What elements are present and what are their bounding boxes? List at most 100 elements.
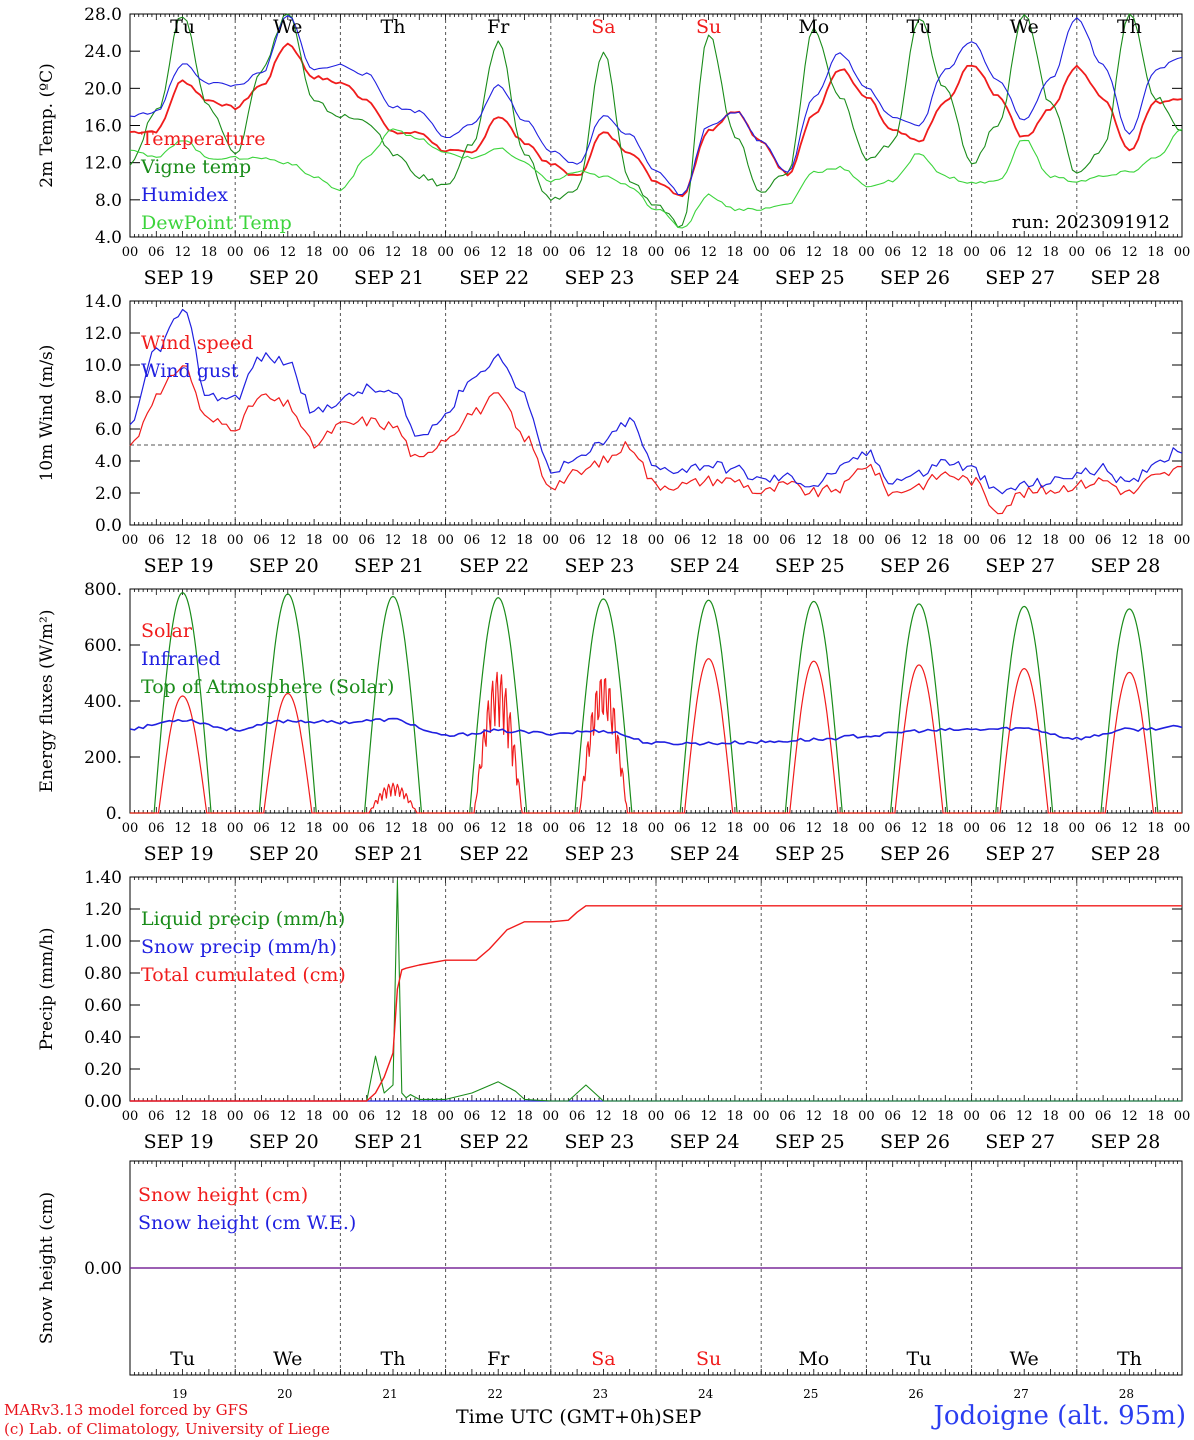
model-credit: MARv3.13 model forced by GFS (4, 1401, 249, 1419)
panel-4-hour-label: 12 (595, 1109, 612, 1124)
panel-4-date-label: SEP 24 (670, 1131, 740, 1153)
panel-1-hour-label: 12 (280, 245, 297, 260)
panel-4-y-tick-label: 0.60 (84, 996, 122, 1016)
panel-4-hour-label: 12 (174, 1109, 191, 1124)
panel-2-date-label: SEP 28 (1090, 555, 1160, 577)
temp-weekday-label: Th (1117, 16, 1142, 38)
wind-series-2 (129, 308, 1183, 495)
panel-2-hour-label: 18 (1147, 533, 1164, 548)
panel-2-hour-label: 06 (779, 533, 796, 548)
panel-1-date-label: SEP 28 (1090, 267, 1160, 289)
panel-4-y-tick-label: 0.40 (84, 1028, 122, 1048)
panel-1-hour-label: 00 (753, 245, 770, 260)
panel-2-hour-label: 00 (122, 533, 139, 548)
panel-4-hour-label: 18 (727, 1109, 744, 1124)
day-number-label: 21 (382, 1387, 397, 1400)
panel-1-date-label: SEP 19 (144, 267, 214, 289)
panel-3-hour-label: 06 (464, 821, 481, 836)
panel-1-hour-label: 18 (937, 245, 954, 260)
panel-2-hour-label: 12 (700, 533, 717, 548)
panel-4-hour-label: 00 (227, 1109, 244, 1124)
panel-1-hour-label: 12 (1121, 245, 1138, 260)
panel-4-date-label: SEP 26 (880, 1131, 950, 1153)
panel-3-hour-label: 18 (727, 821, 744, 836)
panel-3-hour-label: 00 (332, 821, 349, 836)
run-label: run: 2023091912 (1012, 212, 1170, 233)
panel-3-y-tick-label: 200. (84, 748, 122, 768)
panel-3-hour-label: 06 (884, 821, 901, 836)
panel-2-hour-label: 12 (1016, 533, 1033, 548)
panel-4-hour-label: 12 (385, 1109, 402, 1124)
panel-1-hour-label: 12 (700, 245, 717, 260)
panel-2-hour-label: 06 (148, 533, 165, 548)
panel-1-hour-label: 18 (306, 245, 323, 260)
panel-2-hour-label: 12 (1121, 533, 1138, 548)
panel-4-hour-label: 12 (911, 1109, 928, 1124)
snow-legend-1: Snow height (cm) (138, 1184, 308, 1206)
panel-2-y-tick-label: 10.0 (84, 356, 122, 376)
panel-2-hour-label: 06 (569, 533, 586, 548)
panel-1-hour-label: 06 (779, 245, 796, 260)
panel-1-hour-label: 06 (990, 245, 1007, 260)
day-number-label: 27 (1014, 1387, 1029, 1400)
panel-1-hour-label: 06 (253, 245, 270, 260)
panel-4-y-tick-label: 0.80 (84, 964, 122, 984)
panel-3-hour-label: 06 (148, 821, 165, 836)
panel-4-hour-label: 00 (122, 1109, 139, 1124)
panel-2-hour-label: 06 (990, 533, 1007, 548)
panel-3-hour-label: 06 (569, 821, 586, 836)
panel-1-hour-label: 06 (358, 245, 375, 260)
panel-3-hour-label: 00 (543, 821, 560, 836)
precip-series-1 (130, 879, 1182, 1102)
panel-3-hour-label: 18 (516, 821, 533, 836)
panel-2-y-tick-label: 2.0 (95, 484, 122, 504)
panel-1-hour-label: 12 (806, 245, 823, 260)
day-number-label: 26 (908, 1387, 923, 1400)
panel-2-hour-label: 00 (227, 533, 244, 548)
panel-1-y-tick-label: 12.0 (84, 154, 122, 174)
panel-2-hour-label: 00 (1069, 533, 1086, 548)
snow-weekday-label: Fr (487, 1348, 510, 1370)
day-number-label: 24 (698, 1387, 714, 1400)
temp-legend-2: Vigne temp (140, 156, 251, 178)
panel-2-hour-label: 06 (464, 533, 481, 548)
panel-3-hour-label: 18 (621, 821, 638, 836)
panel-3-date-label: SEP 23 (564, 843, 634, 865)
panel-1-date-label: SEP 20 (249, 267, 319, 289)
panel-1-hour-label: 00 (963, 245, 980, 260)
panel-4-hour-label: 00 (963, 1109, 980, 1124)
panel-3-date-label: SEP 22 (459, 843, 529, 865)
panel-2-hour-label: 12 (911, 533, 928, 548)
panel-1-y-tick-label: 4.0 (95, 228, 122, 248)
snow-weekday-label: We (1010, 1348, 1039, 1370)
panel-2-hour-label: 18 (411, 533, 428, 548)
x-axis-title-text: Time UTC (GMT+0h) (456, 1406, 662, 1428)
panel-1-hour-label: 06 (884, 245, 901, 260)
panel-3-hour-label: 00 (1069, 821, 1086, 836)
panel-2-hour-label: 12 (806, 533, 823, 548)
panel-4-hour-label: 06 (253, 1109, 270, 1124)
panel-3-hour-label: 12 (280, 821, 297, 836)
panel-4-date-label: SEP 19 (144, 1131, 214, 1153)
panel-3-hour-label: 00 (1174, 821, 1191, 836)
panel-1-hour-label: 12 (385, 245, 402, 260)
day-number-label: 19 (172, 1387, 187, 1400)
panel-1-hour-label: 12 (490, 245, 507, 260)
panel-2-y-tick-label: 14.0 (84, 292, 122, 312)
panel-4-hour-label: 18 (621, 1109, 638, 1124)
snow-weekday-label: Th (1117, 1348, 1142, 1370)
panel-1-hour-label: 18 (201, 245, 218, 260)
panel-1-date-label: SEP 21 (354, 267, 424, 289)
panel-3-hour-label: 00 (858, 821, 875, 836)
meteogram: 4.0 8.0 12.0 16.0 20.0 24.0 28.0 2m Temp. (ºC) 0… (37, 5, 1191, 1400)
panel-4-date-label: SEP 20 (249, 1131, 319, 1153)
temp-series-1 (129, 42, 1183, 198)
panel-4-hour-label: 06 (358, 1109, 375, 1124)
panel-3-y-tick-label: 0. (106, 804, 122, 824)
panel-4-date-label: SEP 22 (459, 1131, 529, 1153)
panel-1-hour-label: 18 (411, 245, 428, 260)
panel-4-y-axis-label: Precip (mm/h) (37, 927, 57, 1050)
day-number-label: 25 (803, 1387, 818, 1400)
panel-2-hour-label: 18 (832, 533, 849, 548)
panel-1-date-label: SEP 27 (985, 267, 1055, 289)
